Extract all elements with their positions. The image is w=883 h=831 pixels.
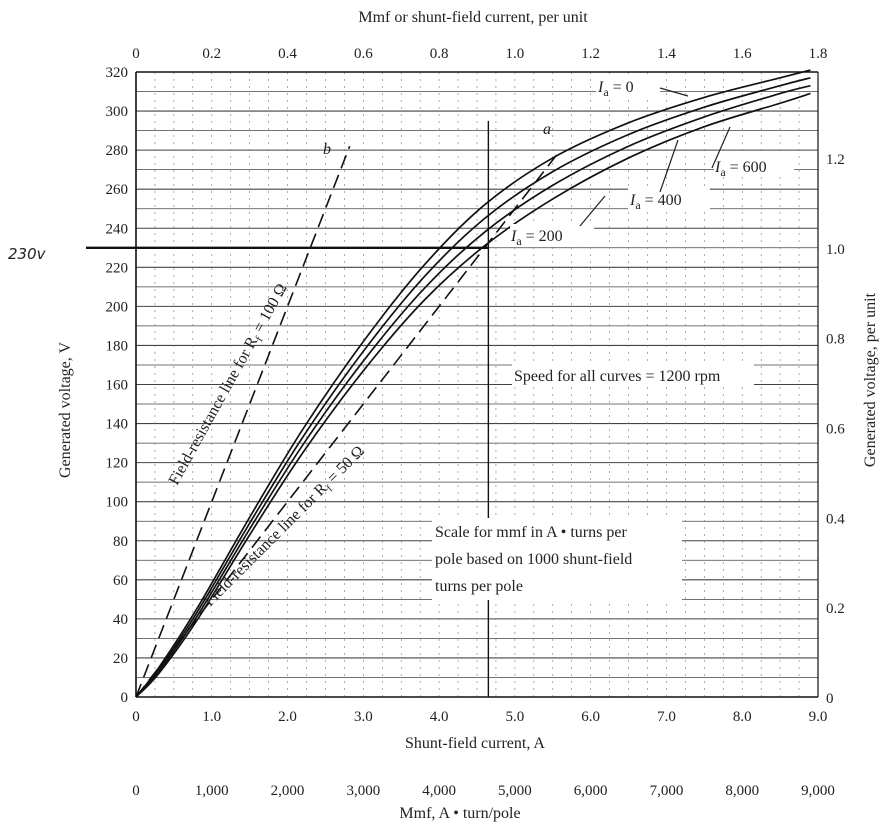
mmf-tick-label: 8,000 xyxy=(725,783,759,799)
y-axis-title: Generated voltage, V xyxy=(57,342,74,479)
top-tick-label: 0.6 xyxy=(354,46,373,62)
mmf-tick-label: 1,000 xyxy=(195,783,229,799)
y-tick-label: 0 xyxy=(121,690,129,706)
top-tick-label: 1.6 xyxy=(733,46,752,62)
x-tick-label: 5.0 xyxy=(506,709,525,725)
y-tick-label: 180 xyxy=(106,338,129,354)
x-tick-label: 4.0 xyxy=(430,709,449,725)
x-tick-label: 2.0 xyxy=(278,709,297,725)
scale-note-line-1: Scale for mmf in A • turns per xyxy=(435,524,627,541)
right-tick-label: 0.6 xyxy=(826,421,845,437)
curve-b-label: b xyxy=(323,141,331,158)
x-tick-label: 9.0 xyxy=(809,709,828,725)
reference-lines xyxy=(86,120,490,697)
x-tick-label: 1.0 xyxy=(202,709,221,725)
y-tick-label: 20 xyxy=(113,651,128,667)
magnetization-curves xyxy=(135,69,811,698)
ia-0-label: Ia = 0 xyxy=(597,79,634,99)
top-axis-title: Mmf or shunt-field current, per unit xyxy=(358,9,588,26)
right-axis-title: Generated voltage, per unit xyxy=(862,292,879,467)
top-tick-label: 1.4 xyxy=(657,46,676,62)
ia-600-label: Ia = 600 xyxy=(714,159,767,179)
x-tick-label: 8.0 xyxy=(733,709,752,725)
handwritten-230v: 230v xyxy=(8,245,47,263)
y-tick-label: 80 xyxy=(113,534,128,550)
y-tick-label: 60 xyxy=(113,573,128,589)
curve-ia-0 xyxy=(135,69,811,698)
mmf-tick-label: 2,000 xyxy=(271,783,305,799)
top-tick-label: 1.2 xyxy=(581,46,600,62)
curve-ia-1 xyxy=(135,77,811,698)
tick-labels: 0 20 40 60 80 100 120 140 160 180 200 220 240 260 280 3… xyxy=(106,46,846,799)
x-tick-label: 6.0 xyxy=(581,709,600,725)
y-tick-label: 260 xyxy=(106,182,129,198)
grid xyxy=(136,72,818,697)
right-tick-label: 0.8 xyxy=(826,332,845,348)
y-tick-label: 120 xyxy=(106,456,129,472)
y-tick-label: 300 xyxy=(106,104,129,120)
x-tick-label: 3.0 xyxy=(354,709,373,725)
right-tick-label: 0.2 xyxy=(826,601,845,617)
speed-annotation: Speed for all curves = 1200 rpm xyxy=(514,368,721,385)
y-tick-label: 100 xyxy=(106,495,129,511)
mmf-tick-label: 6,000 xyxy=(574,783,608,799)
y-tick-label: 280 xyxy=(106,143,129,159)
y-tick-label: 220 xyxy=(106,260,129,276)
ia-400-label: Ia = 400 xyxy=(629,192,682,212)
right-tick-label: 1.0 xyxy=(826,242,845,258)
mmf-tick-label: 9,000 xyxy=(801,783,835,799)
mmf-tick-label: 0 xyxy=(132,783,140,799)
scale-note-line-2: pole based on 1000 shunt-field xyxy=(435,551,632,568)
mmf-tick-label: 5,000 xyxy=(498,783,532,799)
resistance-line-b xyxy=(135,145,351,698)
y-tick-label: 140 xyxy=(106,417,129,433)
x-tick-label: 7.0 xyxy=(657,709,676,725)
y-tick-label: 320 xyxy=(106,65,129,81)
axes xyxy=(135,71,819,698)
right-tick-label: 0.4 xyxy=(826,511,845,527)
top-tick-label: 0.2 xyxy=(202,46,221,62)
right-tick-label: 1.2 xyxy=(826,152,845,168)
y-tick-label: 160 xyxy=(106,378,129,394)
x-axis-title: Shunt-field current, A xyxy=(405,735,545,752)
y-tick-label: 40 xyxy=(113,612,128,628)
curve-ia-2 xyxy=(135,84,811,698)
mmf-tick-label: 3,000 xyxy=(346,783,380,799)
curve-a-label: a xyxy=(543,121,551,138)
mmf-axis-title: Mmf, A • turn/pole xyxy=(399,805,520,822)
top-tick-label: 0 xyxy=(132,46,140,62)
curve-ia-3 xyxy=(135,92,811,698)
top-tick-label: 1.0 xyxy=(506,46,525,62)
mmf-tick-label: 4,000 xyxy=(422,783,456,799)
mmf-tick-label: 7,000 xyxy=(650,783,684,799)
scale-note-line-3: turns per pole xyxy=(435,578,523,595)
top-tick-label: 0.8 xyxy=(430,46,449,62)
y-tick-label: 240 xyxy=(106,221,129,237)
top-tick-label: 1.8 xyxy=(809,46,828,62)
x-tick-label: 0 xyxy=(132,709,140,725)
top-tick-label: 0.4 xyxy=(278,46,297,62)
y-tick-label: 200 xyxy=(106,299,129,315)
ia-200-label: Ia = 200 xyxy=(510,228,563,248)
right-tick-label: 0 xyxy=(826,691,834,707)
